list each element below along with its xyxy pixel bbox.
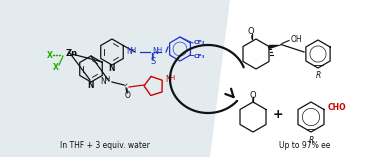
Text: N: N [100,76,106,86]
Polygon shape [269,44,281,49]
Text: X: X [53,63,59,73]
Text: In THF + 3 equiv. water: In THF + 3 equiv. water [60,141,150,150]
Text: Zn: Zn [66,49,78,59]
Text: R: R [308,136,314,145]
Text: H: H [104,76,110,82]
Text: N: N [165,76,171,84]
Text: H: H [169,75,174,81]
Text: O: O [125,90,131,100]
Text: O: O [248,27,254,36]
Text: N: N [152,48,158,57]
Text: X: X [47,51,53,60]
Text: CF₃: CF₃ [194,54,206,59]
Polygon shape [0,0,230,157]
Text: N: N [108,64,115,73]
Text: S: S [150,57,156,65]
Text: +: + [273,108,284,121]
Text: OH: OH [291,35,303,44]
Text: CF₃: CF₃ [194,40,206,44]
Text: N: N [87,81,94,90]
Text: R: R [315,71,321,80]
Text: O: O [250,90,256,100]
Text: H: H [156,47,162,53]
Text: Up to 97% ee: Up to 97% ee [279,141,331,150]
Text: N: N [126,48,132,57]
Text: CHO: CHO [328,103,347,111]
Text: H: H [130,47,136,53]
